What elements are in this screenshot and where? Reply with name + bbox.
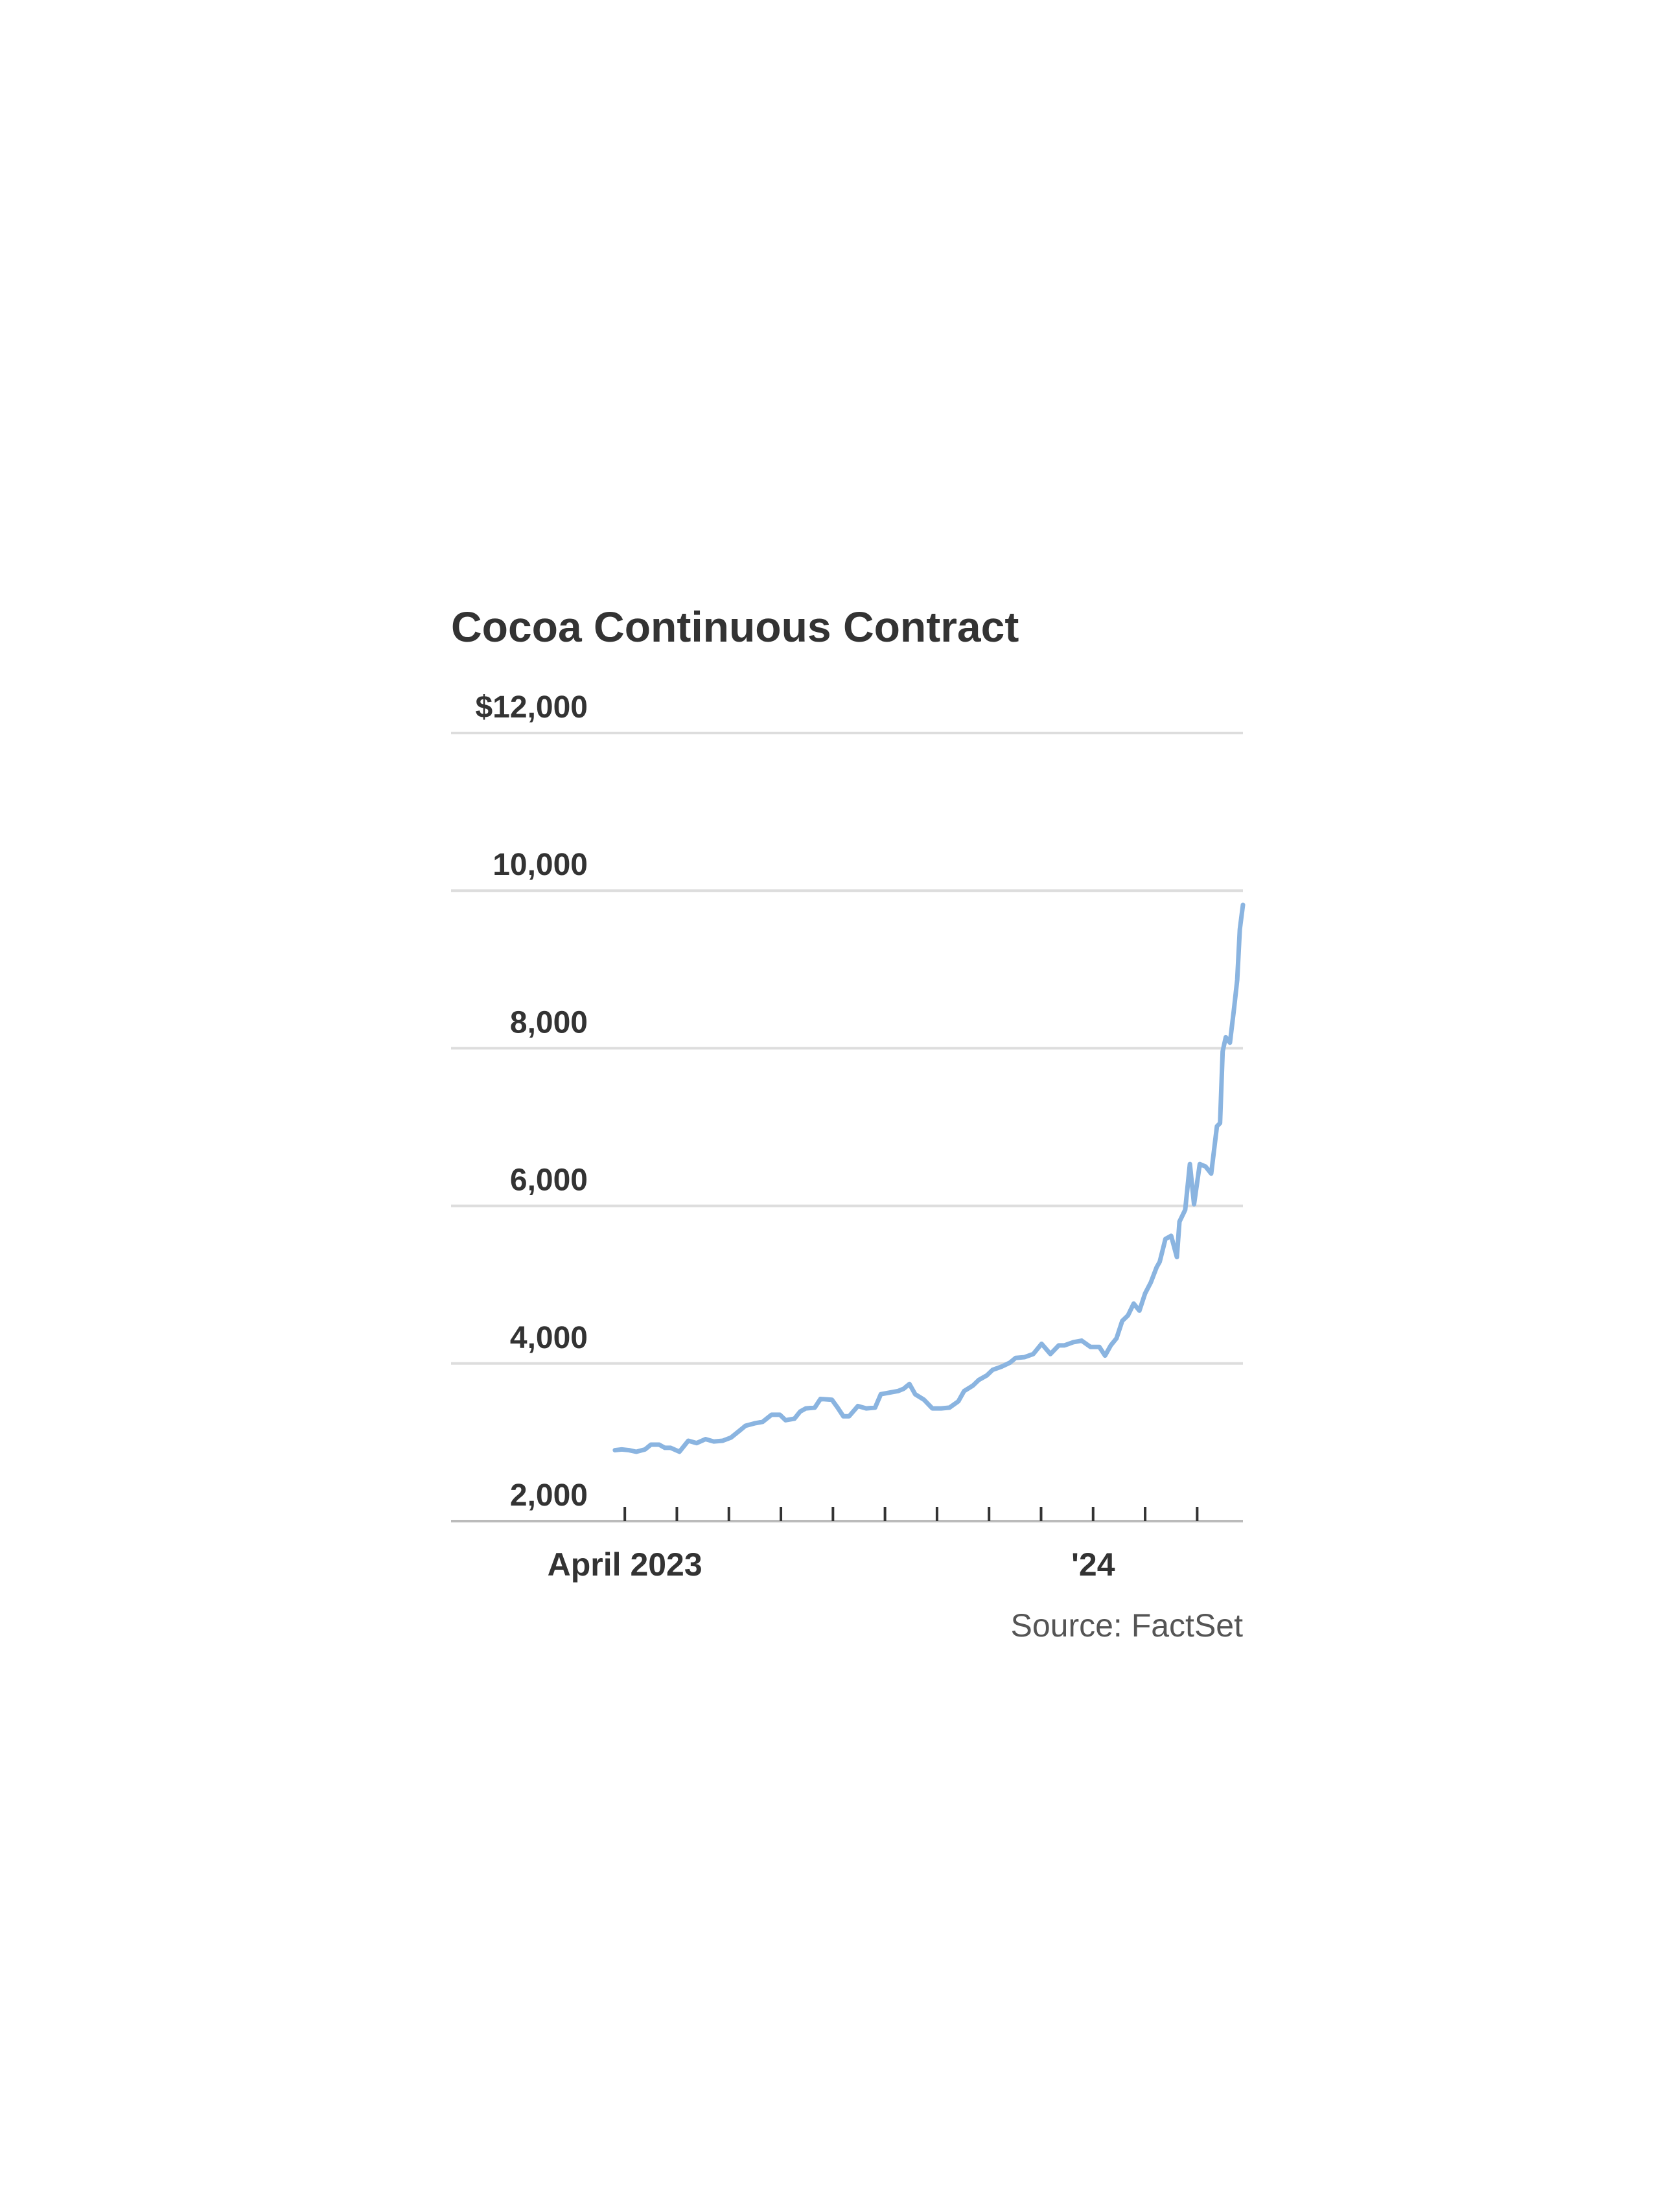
source-note: Source: FactSet [1011,1607,1244,1644]
y-tick-label: 4,000 [510,1321,588,1355]
y-tick-label: 6,000 [510,1163,588,1198]
y-tick-label: $12,000 [475,690,588,725]
chart-title: Cocoa Continuous Contract [451,603,1019,651]
x-tick-label: '24 [1071,1546,1115,1583]
y-tick-label: 2,000 [510,1478,588,1513]
price-line [612,902,1246,1454]
y-tick-label: 10,000 [493,848,588,882]
x-tick-label: April 2023 [548,1546,702,1583]
y-tick-label: 8,000 [510,1005,588,1040]
